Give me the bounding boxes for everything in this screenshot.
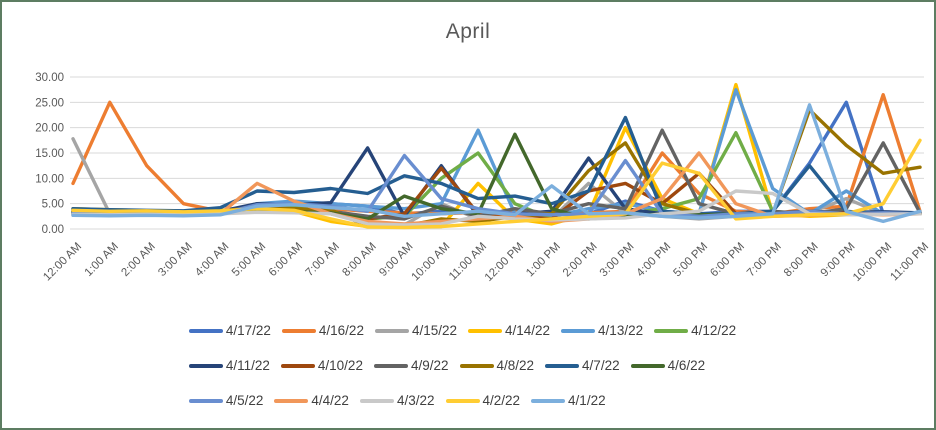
legend-item-4-15-22[interactable]: 4/15/22 [374, 320, 457, 342]
x-axis-tick-label: 2:00 PM [561, 241, 600, 280]
legend-item-4-1-22[interactable]: 4/1/22 [531, 390, 606, 412]
legend-label: 4/5/22 [225, 393, 264, 408]
legend-item-4-7-22[interactable]: 4/7/22 [545, 355, 620, 377]
legend-line-swatch [280, 364, 315, 368]
legend-line-swatch [531, 399, 566, 403]
legend-line-swatch [654, 329, 689, 333]
legend-line-swatch [359, 399, 394, 403]
legend-line-swatch [281, 329, 316, 333]
legend-label: 4/8/22 [496, 358, 535, 373]
series-line-4-7-22[interactable] [71, 115, 922, 216]
legend-line-swatch [561, 329, 596, 333]
legend-label: 4/12/22 [691, 323, 737, 338]
chart-title: April [445, 20, 491, 43]
legend-label: 4/13/22 [598, 323, 644, 338]
x-axis-tick-label: 6:00 AM [267, 241, 305, 279]
x-axis-tick-label: 1:00 PM [524, 241, 563, 280]
legend-rows: 4/17/22 4/16/22 4/15/22 4/14/22 4/13/22 4/12/… [188, 320, 747, 425]
legend-line-swatch [274, 399, 309, 403]
legend-line-swatch [445, 399, 480, 403]
legend-line-swatch [630, 364, 665, 368]
x-axis-tick-label: 3:00 PM [598, 241, 637, 280]
legend-label: 4/10/22 [317, 358, 363, 373]
legend-line-swatch [468, 329, 502, 333]
legend-item-4-12-22[interactable]: 4/12/22 [654, 320, 736, 342]
legend-line-swatch [545, 364, 580, 368]
legend-label: 4/17/22 [225, 323, 271, 338]
legend-label: 4/4/22 [311, 393, 349, 408]
x-axis-tick-label: 9:00 AM [377, 241, 415, 279]
series-line-4-2-22[interactable] [71, 138, 922, 230]
x-axis-tick-label: 4:00 PM [635, 241, 674, 280]
x-axis-tick-label: 10:00 PM [851, 241, 894, 284]
y-axis-tick-label: 20.00 [35, 123, 64, 135]
series-line-4-1-22[interactable] [71, 103, 922, 224]
legend-line-swatch [373, 364, 408, 368]
chart-svg: 0.00 5.00 10.00 15.00 20.00 25.00 30.00 12:00 A… [35, 72, 931, 284]
y-axis-tick-label: 30.00 [35, 72, 64, 84]
legend-label: 4/14/22 [505, 323, 551, 338]
legend-label: 4/16/22 [318, 323, 364, 338]
legend-label: 4/7/22 [582, 358, 620, 373]
y-axis-tick-label: 15.00 [35, 148, 64, 160]
x-axis-tick-label: 12:00 AM [41, 241, 84, 284]
legend-item-4-14-22[interactable]: 4/14/22 [468, 320, 550, 342]
x-axis-tick-label: 8:00 AM [340, 241, 378, 279]
y-axis-tick-label: 5.00 [42, 199, 64, 211]
x-axis-tick-label: 11:00 PM [888, 241, 931, 284]
legend-label: 4/3/22 [396, 393, 435, 408]
legend-line-swatch [374, 329, 409, 333]
legend-row: 4/17/22 4/16/22 4/15/22 4/14/22 4/13/22 4/12/… [188, 320, 747, 342]
legend-label: 4/1/22 [568, 393, 606, 408]
legend-item-4-2-22[interactable]: 4/2/22 [445, 390, 521, 412]
legend-label: 4/6/22 [667, 358, 706, 373]
x-axis-tick-label: 10:00 AM [410, 241, 453, 284]
y-axis-tick-label: 0.00 [42, 224, 64, 236]
x-axis-tick-label: 5:00 PM [671, 241, 710, 280]
x-axis-tick-label: 6:00 PM [708, 241, 747, 280]
x-axis-tick-label: 2:00 AM [119, 241, 157, 279]
y-axis-tick-label: 10.00 [35, 173, 64, 185]
legend-item-4-10-22[interactable]: 4/10/22 [280, 355, 363, 377]
legend-label: 4/11/22 [225, 358, 270, 373]
legend-item-4-5-22[interactable]: 4/5/22 [188, 390, 264, 412]
legend-item-4-9-22[interactable]: 4/9/22 [373, 355, 449, 377]
legend-item-4-13-22[interactable]: 4/13/22 [561, 320, 643, 342]
legend-row: 4/11/22 4/10/22 4/9/22 4/8/22 4/7/22 4/6/22 [188, 355, 747, 377]
legend-item-4-11-22[interactable]: 4/11/22 [188, 355, 270, 377]
x-axis-tick-label: 12:00 PM [483, 241, 526, 284]
legend-item-4-4-22[interactable]: 4/4/22 [274, 390, 349, 412]
x-axis-tick-label: 3:00 AM [156, 241, 194, 279]
legend-line-swatch [188, 329, 223, 333]
x-axis-tick-label: 4:00 AM [193, 241, 231, 279]
legend-item-4-8-22[interactable]: 4/8/22 [459, 355, 535, 377]
legend-item-4-16-22[interactable]: 4/16/22 [281, 320, 364, 342]
legend-item-4-17-22[interactable]: 4/17/22 [188, 320, 271, 342]
legend-label: 4/2/22 [482, 393, 521, 408]
legend-label: 4/9/22 [410, 358, 449, 373]
legend-row: 4/5/22 4/4/22 4/3/22 4/2/22 4/1/22 [188, 390, 747, 412]
x-axis-tick-label: 1:00 AM [83, 241, 121, 279]
chart-legend: 4/17/22 4/16/22 4/15/22 4/14/22 4/13/22 4/12/… [2, 320, 934, 425]
x-axis-tick-label: 5:00 AM [230, 241, 268, 279]
legend-line-swatch [188, 364, 223, 368]
y-axis-tick-label: 25.00 [35, 97, 64, 109]
legend-label: 4/15/22 [411, 323, 457, 338]
x-axis-tick-label: 8:00 PM [782, 241, 821, 280]
x-axis-tick-label: 7:00 AM [304, 241, 342, 279]
x-axis-tick-label: 7:00 PM [745, 241, 784, 280]
legend-line-swatch [188, 399, 223, 403]
legend-line-swatch [459, 364, 494, 368]
legend-item-4-6-22[interactable]: 4/6/22 [630, 355, 706, 377]
legend-item-4-3-22[interactable]: 4/3/22 [359, 390, 435, 412]
